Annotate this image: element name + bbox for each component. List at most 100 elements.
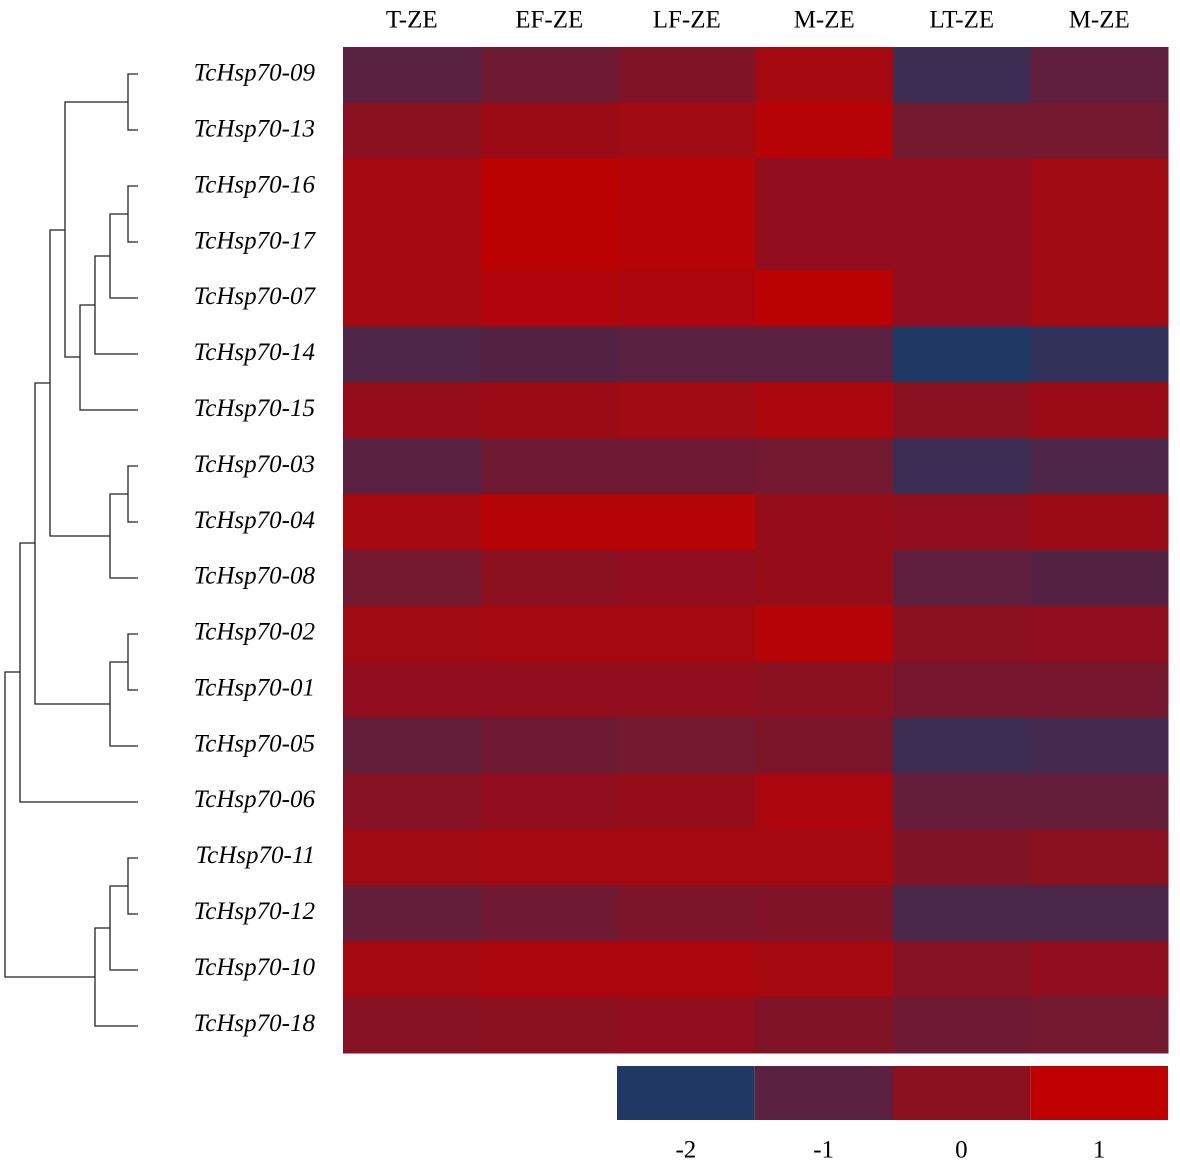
heatmap-cell <box>755 270 894 327</box>
heatmap-cell <box>893 550 1031 607</box>
heatmap-cell <box>343 47 481 104</box>
heatmap-cell <box>480 885 619 942</box>
heatmap-cell <box>893 102 1031 160</box>
heatmap-cell <box>618 214 756 272</box>
heatmap-cell <box>480 326 619 383</box>
heatmap-cell <box>1030 885 1169 942</box>
row-label: TcHsp70-17 <box>194 227 317 254</box>
heatmap-cell <box>893 661 1031 719</box>
heatmap-cell <box>480 102 619 160</box>
heatmap-cell <box>343 885 481 942</box>
heatmap-cell <box>755 661 894 719</box>
heatmap-cell <box>480 550 619 607</box>
heatmap-cell <box>1030 494 1169 551</box>
row-label: TcHsp70-13 <box>194 116 315 143</box>
heatmap-cell <box>343 997 481 1054</box>
heatmap-cell <box>893 270 1031 327</box>
heatmap-cell <box>480 829 619 886</box>
row-label: TcHsp70-02 <box>194 619 315 646</box>
heatmap-cell <box>893 494 1031 551</box>
heatmap-cell <box>618 438 756 495</box>
heatmap-cell <box>343 829 481 886</box>
heatmap-cell <box>755 47 894 104</box>
heatmap-cell <box>1030 997 1169 1054</box>
column-label: LF-ZE <box>653 7 721 34</box>
heatmap-cell <box>1030 941 1169 998</box>
heatmap-cell <box>343 438 481 495</box>
heatmap-cell <box>1030 550 1169 607</box>
heatmap-cell <box>343 158 481 216</box>
heatmap-cell <box>343 661 481 719</box>
column-label: M-ZE <box>794 7 855 34</box>
heatmap-cell <box>480 605 619 663</box>
heatmap-cell <box>343 550 481 607</box>
heatmap-cell <box>755 326 894 383</box>
row-label: TcHsp70-06 <box>194 786 316 813</box>
heatmap-cell <box>480 773 619 830</box>
heatmap-cell <box>343 605 481 663</box>
heatmap-cell <box>480 941 619 998</box>
heatmap-cell <box>893 382 1031 439</box>
heatmap-cell <box>893 717 1031 775</box>
heatmap-cell <box>480 717 619 775</box>
heatmap-cell <box>618 158 756 216</box>
heatmap-cell <box>618 270 756 327</box>
heatmap-cell <box>1030 270 1169 327</box>
heatmap-cell <box>343 382 481 439</box>
heatmap-cell <box>480 661 619 719</box>
heatmap-cell <box>480 158 619 216</box>
heatmap-cell <box>343 494 481 551</box>
row-label: TcHsp70-01 <box>194 674 315 701</box>
heatmap-cell <box>618 717 756 775</box>
heatmap-cell <box>755 885 894 942</box>
legend-swatch <box>892 1066 1031 1120</box>
row-label: TcHsp70-11 <box>196 842 315 869</box>
heatmap-cell <box>893 47 1031 104</box>
legend-label: -2 <box>675 1137 696 1164</box>
heatmap-cell <box>1030 605 1169 663</box>
heatmap-cell <box>618 102 756 160</box>
heatmap-cell <box>1030 661 1169 719</box>
heatmap-cell <box>755 214 894 272</box>
heatmap-cell <box>618 326 756 383</box>
heatmap-cell <box>343 270 481 327</box>
heatmap-cell <box>893 438 1031 495</box>
heatmap-cell <box>1030 158 1169 216</box>
row-label: TcHsp70-05 <box>194 730 315 757</box>
heatmap-cell <box>618 47 756 104</box>
heatmap-cell <box>1030 382 1169 439</box>
heatmap-cell <box>755 102 894 160</box>
row-label: TcHsp70-04 <box>194 507 315 534</box>
row-label: TcHsp70-18 <box>194 1010 316 1037</box>
row-label: TcHsp70-03 <box>194 451 315 478</box>
heatmap-cell <box>618 829 756 886</box>
legend-swatch <box>617 1066 755 1120</box>
heatmap-cell <box>755 829 894 886</box>
column-label: LT-ZE <box>929 7 994 34</box>
heatmap-cell <box>1030 102 1169 160</box>
heatmap-cell <box>893 605 1031 663</box>
heatmap-cell <box>618 605 756 663</box>
heatmap-cell <box>618 773 756 830</box>
heatmap-cell <box>480 494 619 551</box>
heatmap-cell <box>1030 438 1169 495</box>
heatmap-cell <box>1030 717 1169 775</box>
heatmap-cell <box>755 550 894 607</box>
heatmap-cell <box>755 941 894 998</box>
heatmap-cell <box>1030 773 1169 830</box>
heatmap-cell <box>618 885 756 942</box>
legend-swatch <box>754 1066 893 1120</box>
row-label: TcHsp70-10 <box>194 954 316 981</box>
heatmap-cell <box>618 941 756 998</box>
heatmap-cell <box>755 997 894 1054</box>
heatmap-cell <box>893 158 1031 216</box>
heatmap-cell <box>893 997 1031 1054</box>
heatmap-cell <box>755 382 894 439</box>
row-label: TcHsp70-12 <box>194 898 315 925</box>
heatmap-cell <box>618 661 756 719</box>
heatmap-cell <box>893 885 1031 942</box>
heatmap-cell <box>755 494 894 551</box>
heatmap-cell <box>343 941 481 998</box>
heatmap-cell <box>618 997 756 1054</box>
